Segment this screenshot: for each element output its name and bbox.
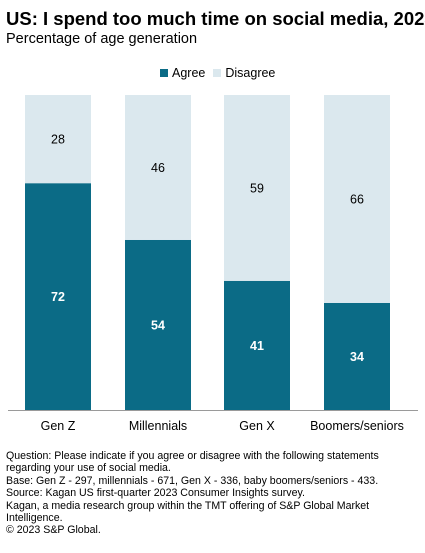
chart-legend: Agree Disagree bbox=[160, 66, 283, 80]
bar-disagree-millennials bbox=[125, 95, 191, 240]
footnote-copyright: © 2023 S&P Global. bbox=[6, 524, 101, 537]
footnote-base: Base: Gen Z - 297, millennials - 671, Ge… bbox=[6, 474, 379, 487]
bar-agree-gen-z bbox=[25, 183, 91, 410]
footnotes: Question: Please indicate if you agree o… bbox=[6, 450, 418, 537]
bar-disagree-gen-z bbox=[25, 95, 91, 184]
legend-swatch-disagree bbox=[213, 69, 222, 77]
data-label-disagree-gen-z: 28 bbox=[51, 133, 65, 147]
data-label-agree-gen-z: 72 bbox=[51, 290, 65, 304]
footnote-kagan: Kagan, a media research group within the… bbox=[6, 499, 370, 525]
data-label-agree-gen-x: 41 bbox=[250, 339, 264, 353]
x-tick-label-millennials: Millennials bbox=[129, 419, 187, 433]
data-label-agree-boomers-seniors: 34 bbox=[350, 350, 364, 364]
data-label-disagree-boomers-seniors: 66 bbox=[350, 192, 364, 206]
footnote-question: Question: Please indicate if you agree o… bbox=[6, 450, 379, 475]
legend-label-disagree: Disagree bbox=[225, 66, 276, 80]
bar-disagree-boomers-seniors bbox=[324, 95, 390, 303]
legend-item-disagree: Disagree bbox=[213, 66, 275, 80]
footnote-source: Source: Kagan US first-quarter 2023 Cons… bbox=[6, 487, 305, 500]
x-tick-label-gen-x: Gen X bbox=[239, 419, 275, 433]
legend-swatch-agree bbox=[160, 69, 168, 77]
bar-agree-millennials bbox=[125, 239, 191, 410]
data-label-disagree-millennials: 46 bbox=[151, 161, 165, 175]
data-label-agree-millennials: 54 bbox=[151, 318, 165, 332]
bar-agree-gen-x bbox=[224, 280, 290, 410]
x-tick-label-gen-z: Gen Z bbox=[41, 419, 76, 433]
bar-disagree-gen-x bbox=[224, 95, 290, 281]
x-tick-label-boomers-seniors: Boomers/seniors bbox=[310, 419, 404, 433]
chart-subtitle: Percentage of age generation bbox=[6, 31, 198, 47]
data-label-disagree-gen-x: 59 bbox=[250, 181, 264, 195]
bar-chart: 72 28 Gen Z 54 46 Millennials 41 59 Gen X 34 66 Boo… bbox=[8, 95, 418, 433]
chart-title: US: I spend too much time on social medi… bbox=[6, 8, 425, 29]
legend-label-agree: Agree bbox=[172, 66, 206, 80]
legend-item-agree: Agree bbox=[160, 66, 205, 80]
bar-agree-boomers-seniors bbox=[324, 302, 390, 410]
